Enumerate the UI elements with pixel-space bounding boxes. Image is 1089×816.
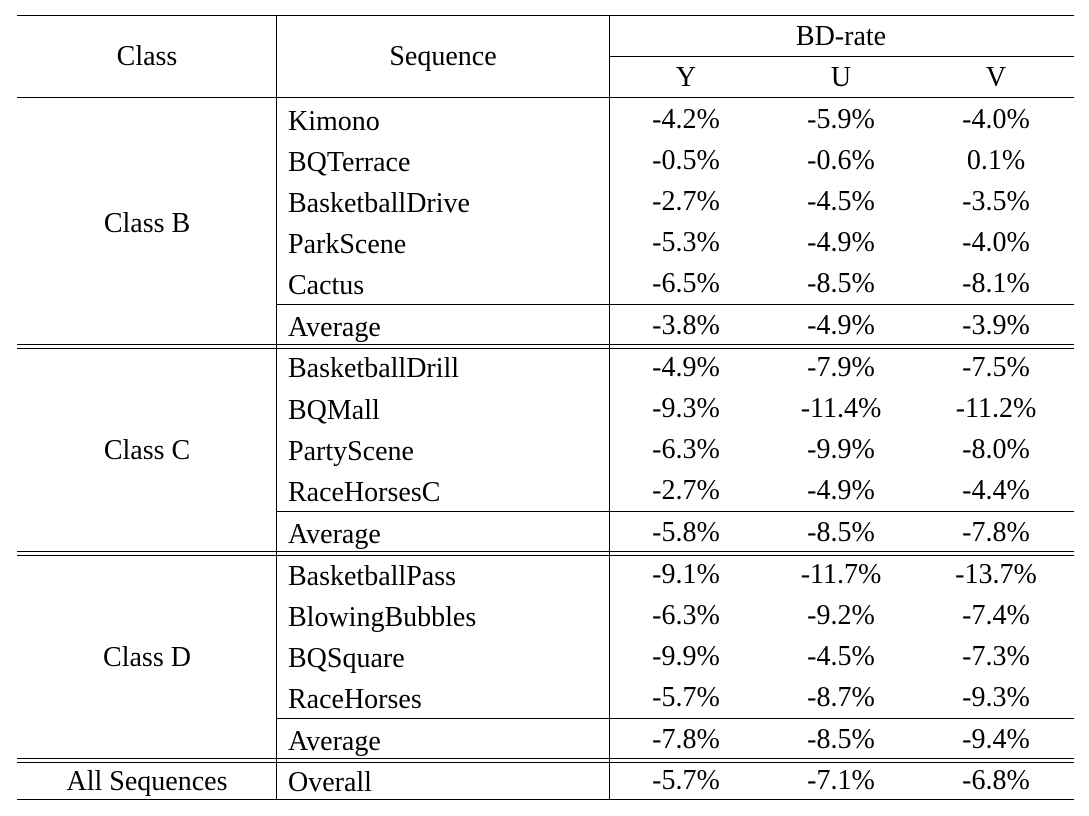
y-value: -7.8% <box>652 724 720 755</box>
group-rule <box>17 551 1074 552</box>
u-value: -8.5% <box>807 517 875 548</box>
y-value: -5.7% <box>652 765 720 796</box>
sequence-name: BlowingBubbles <box>288 602 477 633</box>
sequence-name: RaceHorses <box>288 684 422 715</box>
v-value: -8.0% <box>962 434 1030 465</box>
v-value: 0.1% <box>966 145 1026 176</box>
header-class: Class <box>116 41 178 72</box>
overall-label: Overall <box>288 767 372 798</box>
bottom-rule <box>17 799 1074 800</box>
group-rule <box>17 758 1074 759</box>
u-value: -11.7% <box>800 559 882 590</box>
v-value: -4.0% <box>962 104 1030 135</box>
group-label: Class D <box>103 642 191 673</box>
u-value: -4.9% <box>807 227 875 258</box>
sequence-name: BasketballDrive <box>288 188 470 219</box>
v-value: -6.8% <box>962 765 1030 796</box>
y-value: -4.2% <box>652 104 720 135</box>
u-value: -8.5% <box>807 268 875 299</box>
header-sequence: Sequence <box>389 41 497 72</box>
sequence-name: Cactus <box>288 270 365 301</box>
sequence-name: RaceHorsesC <box>288 477 441 508</box>
u-value: -5.9% <box>807 104 875 135</box>
u-value: -11.4% <box>800 393 882 424</box>
y-value: -5.8% <box>652 517 720 548</box>
u-value: -7.1% <box>807 765 875 796</box>
y-value: -9.3% <box>652 393 720 424</box>
y-value: -4.9% <box>652 352 720 383</box>
y-value: -2.7% <box>652 186 720 217</box>
v-value: -7.5% <box>962 352 1030 383</box>
group-rule <box>17 344 1074 345</box>
header-u: U <box>830 62 852 93</box>
y-value: -3.8% <box>652 310 720 341</box>
u-value: -7.9% <box>807 352 875 383</box>
group-rule <box>17 348 1074 349</box>
sequence-name: BasketballPass <box>288 561 456 592</box>
bdrate-underline <box>610 56 1074 57</box>
u-value: -4.5% <box>807 186 875 217</box>
header-bdrate: BD-rate <box>795 21 887 52</box>
y-value: -6.5% <box>652 268 720 299</box>
overall-class-label: All Sequences <box>66 766 228 797</box>
sequence-name: BasketballDrill <box>288 353 460 384</box>
sequence-name: Kimono <box>288 106 380 137</box>
v-value: -7.4% <box>962 600 1030 631</box>
v-value: -7.3% <box>962 641 1030 672</box>
y-value: -2.7% <box>652 475 720 506</box>
y-value: -9.9% <box>652 641 720 672</box>
u-value: -9.9% <box>807 434 875 465</box>
class-column-divider <box>276 15 277 799</box>
y-value: -6.3% <box>652 600 720 631</box>
y-value: -5.7% <box>652 682 720 713</box>
v-value: -11.2% <box>955 393 1037 424</box>
v-value: -13.7% <box>955 559 1037 590</box>
y-value: -0.5% <box>652 145 720 176</box>
v-value: -9.4% <box>962 724 1030 755</box>
header-y: Y <box>675 62 697 93</box>
y-value: -9.1% <box>652 559 720 590</box>
average-rule <box>277 304 1074 305</box>
header-v: V <box>985 62 1007 93</box>
y-value: -5.3% <box>652 227 720 258</box>
u-value: -8.5% <box>807 724 875 755</box>
average-label: Average <box>288 519 381 550</box>
u-value: -0.6% <box>807 145 875 176</box>
group-rule <box>17 555 1074 556</box>
average-label: Average <box>288 726 381 757</box>
sequence-name: BQMall <box>288 395 380 426</box>
average-label: Average <box>288 312 381 343</box>
top-rule <box>17 15 1074 16</box>
u-value: -4.9% <box>807 310 875 341</box>
v-value: -4.4% <box>962 475 1030 506</box>
group-rule <box>17 762 1074 763</box>
sequence-name: BQTerrace <box>288 147 411 178</box>
v-value: -4.0% <box>962 227 1030 258</box>
v-value: -3.5% <box>962 186 1030 217</box>
u-value: -4.9% <box>807 475 875 506</box>
v-value: -8.1% <box>962 268 1030 299</box>
y-value: -6.3% <box>652 434 720 465</box>
group-label: Class B <box>103 208 191 239</box>
group-label: Class C <box>103 435 191 466</box>
sequence-column-divider <box>609 15 610 799</box>
u-value: -8.7% <box>807 682 875 713</box>
v-value: -9.3% <box>962 682 1030 713</box>
average-rule <box>277 718 1074 719</box>
v-value: -3.9% <box>962 310 1030 341</box>
sequence-name: BQSquare <box>288 643 405 674</box>
sequence-name: PartyScene <box>288 436 414 467</box>
sequence-name: ParkScene <box>288 229 407 260</box>
v-value: -7.8% <box>962 517 1030 548</box>
header-bottom-rule <box>17 97 1074 98</box>
u-value: -4.5% <box>807 641 875 672</box>
u-value: -9.2% <box>807 600 875 631</box>
average-rule <box>277 511 1074 512</box>
